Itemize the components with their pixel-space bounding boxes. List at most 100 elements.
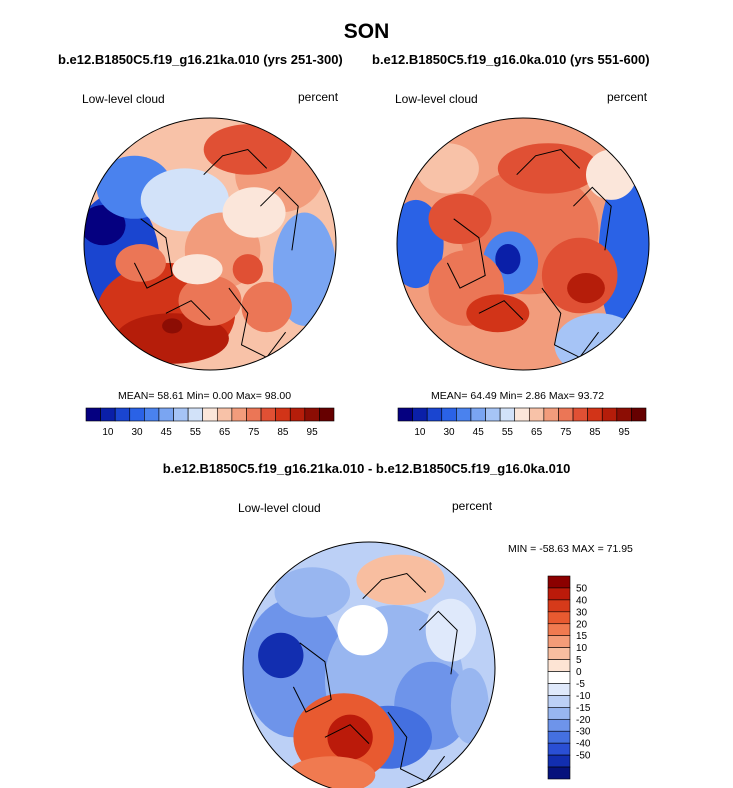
panel-1-contour-region bbox=[172, 254, 223, 285]
panel-2-colorbar-swatch bbox=[587, 407, 603, 422]
panel-1-contour-region bbox=[178, 275, 242, 326]
panel-2-contour-region bbox=[428, 193, 492, 244]
panel-1-field bbox=[84, 118, 336, 370]
panel-2-colorbar-swatch bbox=[616, 407, 632, 422]
panel-2-contour-region bbox=[586, 149, 637, 200]
panel-1-colorbar-swatch bbox=[100, 407, 116, 422]
panel-1-colorbar-swatch bbox=[275, 407, 291, 422]
diff-colorbar-swatch bbox=[547, 587, 571, 601]
diff-colorbar-tick-label: -5 bbox=[576, 679, 585, 690]
panel-1-colorbar-swatch bbox=[129, 407, 145, 422]
diff-contour-region bbox=[450, 668, 489, 744]
panel-2-units-label: percent bbox=[607, 90, 648, 104]
diff-stats: MIN = -58.63 MAX = 71.95 bbox=[508, 543, 633, 555]
panel-2-colorbar-swatch bbox=[470, 407, 486, 422]
diff-colorbar-swatch bbox=[547, 754, 571, 768]
diff-colorbar-tick-label: -20 bbox=[576, 715, 591, 726]
panel-2-colorbar-tick-label: 85 bbox=[589, 427, 601, 438]
panel-1-contour-region bbox=[222, 187, 286, 238]
diff-colorbar-swatch bbox=[547, 718, 571, 732]
diff-variable-label: Low-level cloud bbox=[238, 501, 321, 515]
diff-colorbar-tick-label: -15 bbox=[576, 703, 591, 714]
panel-2-stats: MEAN= 64.49 Min= 2.86 Max= 93.72 bbox=[431, 390, 605, 402]
panel-1-colorbar-tick-label: 10 bbox=[102, 427, 114, 438]
panel-2-colorbar-tick-label: 65 bbox=[531, 427, 543, 438]
diff-colorbar-swatch bbox=[547, 695, 571, 708]
panel-1-colorbar-tick-label: 45 bbox=[161, 427, 173, 438]
diff-colorbar-tick-label: 20 bbox=[576, 619, 588, 630]
diff-contour-region bbox=[425, 598, 477, 662]
panel-2-contour-region bbox=[497, 143, 599, 194]
panel-1-coastline bbox=[165, 300, 211, 320]
panel-2-colorbar-swatch bbox=[528, 407, 545, 422]
panel-1-colorbar: 10 30 45 55 65 75 85 95 bbox=[85, 407, 335, 438]
diff-colorbar-tick-label: 0 bbox=[576, 667, 582, 678]
panel-1-case-title: b.e12.B1850C5.f19_g16.21ka.010 (yrs 251-… bbox=[58, 52, 343, 67]
panel-1-coastline bbox=[260, 186, 299, 251]
panel-1-colorbar-swatch bbox=[231, 407, 247, 422]
panel-2-variable-label: Low-level cloud bbox=[395, 92, 478, 106]
diff-colorbar-swatch bbox=[547, 671, 571, 684]
diff-field bbox=[243, 542, 495, 788]
panel-1-colorbar-swatch bbox=[216, 407, 233, 422]
panel-1-colorbar-tick-label: 85 bbox=[277, 427, 289, 438]
panel-2-colorbar-swatch bbox=[426, 407, 443, 422]
panel-1-colorbar-tick-label: 95 bbox=[307, 427, 319, 438]
diff-colorbar-tick-label: 10 bbox=[576, 643, 588, 654]
panel-2-colorbar-tick-label: 30 bbox=[443, 427, 455, 438]
diff-contour-region bbox=[327, 714, 373, 760]
panel-2-colorbar-swatch bbox=[514, 407, 530, 422]
diff-colorbar-swatch bbox=[547, 599, 571, 613]
panel-1-colorbar-swatch bbox=[289, 407, 306, 422]
panel-1-colorbar-swatch bbox=[85, 407, 101, 422]
panel-2-colorbar-swatch bbox=[485, 407, 501, 422]
diff-colorbar-swatch bbox=[547, 707, 571, 720]
panel-1-colorbar-swatch bbox=[144, 407, 160, 422]
panel-1-colorbar-swatch bbox=[173, 407, 189, 422]
diff-colorbar-tick-label: -50 bbox=[576, 751, 591, 762]
diff-coastline bbox=[387, 711, 445, 783]
panel-1-contour-region bbox=[84, 204, 126, 246]
panel-1-colorbar-tick-label: 30 bbox=[131, 427, 143, 438]
diff-colorbar-tick-label: -10 bbox=[576, 691, 591, 702]
panel-1-contour-region bbox=[232, 254, 263, 285]
panel-2-colorbar-swatch bbox=[456, 407, 472, 422]
diff-colorbar-swatch bbox=[547, 623, 571, 637]
panel-2-coastline bbox=[516, 148, 581, 176]
panel-2-colorbar-tick-label: 10 bbox=[414, 427, 426, 438]
panel-2-colorbar-tick-label: 75 bbox=[560, 427, 572, 438]
diff-colorbar-swatch bbox=[547, 730, 571, 744]
panel-1-contour-region bbox=[241, 281, 292, 333]
diff-contour-region bbox=[274, 567, 351, 618]
diff-colorbar-swatch bbox=[547, 742, 571, 756]
diff-contour-region bbox=[258, 632, 304, 679]
panel-2-case-title: b.e12.B1850C5.f19_g16.0ka.010 (yrs 551-6… bbox=[372, 52, 650, 67]
panel-1-units-label: percent bbox=[298, 90, 339, 104]
panel-1-stats: MEAN= 58.61 Min= 0.00 Max= 98.00 bbox=[118, 390, 292, 402]
diff-coastline bbox=[362, 572, 427, 600]
panel-1-colorbar-swatch bbox=[202, 407, 218, 422]
panel-2-colorbar-swatch bbox=[397, 407, 413, 422]
diff-map-boundary bbox=[242, 541, 496, 788]
panel-2-colorbar-swatch bbox=[601, 407, 618, 422]
panel-1-colorbar-swatch bbox=[158, 407, 174, 422]
panel-2-coastline bbox=[573, 186, 612, 251]
diff-colorbar-swatch bbox=[547, 647, 571, 660]
diff-colorbar-tick-label: 50 bbox=[576, 583, 588, 594]
panel-2-contour-region bbox=[415, 143, 479, 194]
diff-colorbar-tick-label: 30 bbox=[576, 607, 588, 618]
panel-2-coastline bbox=[541, 287, 599, 359]
panel-1-contour-region bbox=[162, 318, 183, 334]
panel-2-coastline bbox=[478, 300, 524, 320]
diff-coastline bbox=[419, 610, 458, 675]
panel-1-colorbar-swatch bbox=[304, 407, 320, 422]
panel-1-colorbar-swatch bbox=[114, 407, 131, 422]
panel-1-coastline bbox=[228, 287, 286, 359]
panel-2-contour-region bbox=[495, 244, 521, 275]
panel-1-colorbar-swatch bbox=[246, 407, 262, 422]
panel-1-colorbar-tick-label: 55 bbox=[190, 427, 202, 438]
diff-units-label: percent bbox=[452, 499, 493, 513]
panel-2-contour-region bbox=[567, 272, 605, 304]
panel-2-colorbar-tick-label: 45 bbox=[473, 427, 485, 438]
